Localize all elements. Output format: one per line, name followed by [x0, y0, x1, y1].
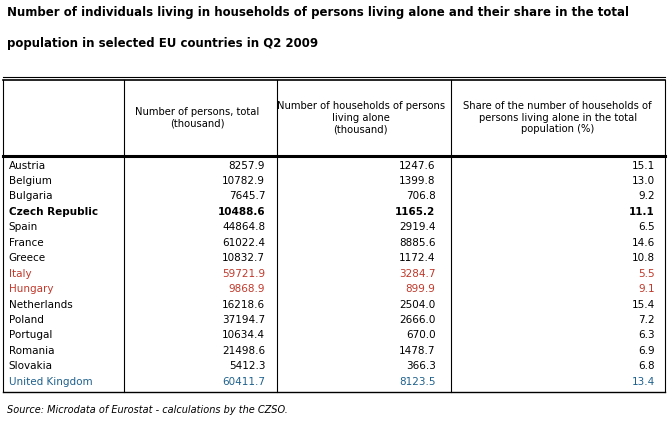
- Text: France: France: [9, 238, 43, 248]
- Text: 7645.7: 7645.7: [228, 192, 265, 202]
- Text: Number of individuals living in households of persons living alone and their sha: Number of individuals living in househol…: [7, 6, 629, 19]
- Text: 15.1: 15.1: [631, 160, 655, 171]
- Text: 8257.9: 8257.9: [228, 160, 265, 171]
- Text: 2919.4: 2919.4: [399, 222, 436, 232]
- Text: population in selected EU countries in Q2 2009: population in selected EU countries in Q…: [7, 37, 318, 50]
- Text: 10.8: 10.8: [631, 253, 655, 263]
- Text: 61022.4: 61022.4: [222, 238, 265, 248]
- Text: Greece: Greece: [9, 253, 46, 263]
- Text: 3284.7: 3284.7: [399, 269, 436, 279]
- Text: Source: Microdata of Eurostat - calculations by the CZSO.: Source: Microdata of Eurostat - calculat…: [7, 405, 287, 416]
- Text: Number of households of persons
living alone
(thousand): Number of households of persons living a…: [277, 101, 445, 134]
- Text: 1399.8: 1399.8: [399, 176, 436, 186]
- Text: Italy: Italy: [9, 269, 31, 279]
- Text: 1172.4: 1172.4: [399, 253, 436, 263]
- Text: 366.3: 366.3: [405, 361, 436, 371]
- Text: 44864.8: 44864.8: [222, 222, 265, 232]
- Text: 6.8: 6.8: [638, 361, 655, 371]
- Text: Bulgaria: Bulgaria: [9, 192, 52, 202]
- Text: 60411.7: 60411.7: [222, 377, 265, 387]
- Text: Czech Republic: Czech Republic: [9, 207, 98, 217]
- Text: 5.5: 5.5: [638, 269, 655, 279]
- Text: 21498.6: 21498.6: [222, 346, 265, 356]
- Text: 13.4: 13.4: [631, 377, 655, 387]
- Text: 6.3: 6.3: [638, 330, 655, 341]
- Text: 670.0: 670.0: [406, 330, 436, 341]
- Text: 7.2: 7.2: [638, 315, 655, 325]
- Text: 1247.6: 1247.6: [399, 160, 436, 171]
- Text: 1478.7: 1478.7: [399, 346, 436, 356]
- Text: 10782.9: 10782.9: [222, 176, 265, 186]
- Text: 10832.7: 10832.7: [222, 253, 265, 263]
- Text: Share of the number of households of
persons living alone in the total
populatio: Share of the number of households of per…: [464, 101, 652, 134]
- Text: Poland: Poland: [9, 315, 43, 325]
- Text: 59721.9: 59721.9: [222, 269, 265, 279]
- Text: 15.4: 15.4: [631, 299, 655, 309]
- Text: Spain: Spain: [9, 222, 38, 232]
- Text: 14.6: 14.6: [631, 238, 655, 248]
- Text: 5412.3: 5412.3: [228, 361, 265, 371]
- Text: 2666.0: 2666.0: [399, 315, 436, 325]
- Text: Romania: Romania: [9, 346, 54, 356]
- Text: 10488.6: 10488.6: [218, 207, 265, 217]
- Text: Belgium: Belgium: [9, 176, 51, 186]
- Text: 2504.0: 2504.0: [399, 299, 436, 309]
- Text: United Kingdom: United Kingdom: [9, 377, 92, 387]
- Text: Netherlands: Netherlands: [9, 299, 72, 309]
- Text: Slovakia: Slovakia: [9, 361, 53, 371]
- Text: Number of persons, total
(thousand): Number of persons, total (thousand): [135, 107, 259, 129]
- Text: 13.0: 13.0: [631, 176, 655, 186]
- Text: 706.8: 706.8: [405, 192, 436, 202]
- Text: 16218.6: 16218.6: [222, 299, 265, 309]
- Text: 9.1: 9.1: [638, 284, 655, 294]
- Text: 1165.2: 1165.2: [395, 207, 436, 217]
- Text: 9.2: 9.2: [638, 192, 655, 202]
- Text: Portugal: Portugal: [9, 330, 52, 341]
- Text: 8123.5: 8123.5: [399, 377, 436, 387]
- Text: 37194.7: 37194.7: [222, 315, 265, 325]
- Text: 10634.4: 10634.4: [222, 330, 265, 341]
- Text: 6.5: 6.5: [638, 222, 655, 232]
- Text: 8885.6: 8885.6: [399, 238, 436, 248]
- Text: 899.9: 899.9: [405, 284, 436, 294]
- Text: 6.9: 6.9: [638, 346, 655, 356]
- Text: Austria: Austria: [9, 160, 46, 171]
- Text: Hungary: Hungary: [9, 284, 53, 294]
- Text: 9868.9: 9868.9: [228, 284, 265, 294]
- Text: 11.1: 11.1: [629, 207, 655, 217]
